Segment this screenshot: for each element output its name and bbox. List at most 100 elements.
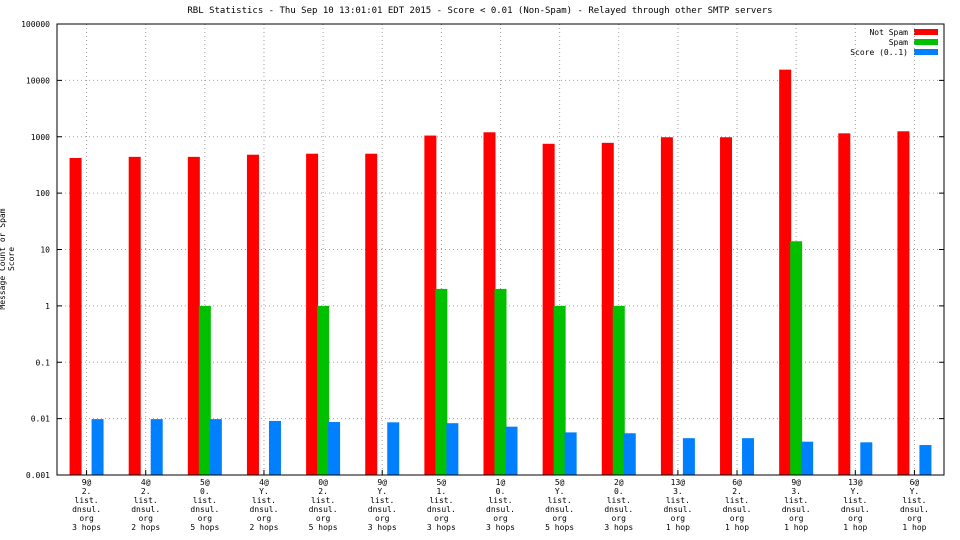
x-tick-label: 2. bbox=[141, 487, 151, 496]
x-tick-label: 5@ bbox=[555, 478, 565, 487]
bar-score-0-1 bbox=[505, 426, 518, 475]
bar-not-spam bbox=[483, 132, 496, 475]
x-tick-label: 1 hop bbox=[843, 523, 867, 532]
bar-score-0-1 bbox=[446, 423, 459, 475]
x-tick-label: list. bbox=[607, 496, 631, 505]
x-tick-label: dnsul. bbox=[250, 505, 279, 514]
bar-spam bbox=[317, 305, 330, 475]
legend-label-score: Score (0..1) bbox=[850, 47, 908, 57]
bar-not-spam bbox=[897, 131, 910, 476]
x-tick-label: org bbox=[907, 514, 922, 523]
bar-spam bbox=[790, 241, 803, 475]
x-tick-label: 0. bbox=[496, 487, 506, 496]
x-tick-label: Y. bbox=[910, 487, 920, 496]
x-tick-label: dnsul. bbox=[604, 505, 633, 514]
y-tick-label: 10 bbox=[40, 246, 50, 255]
bar-score-0-1 bbox=[682, 438, 695, 475]
x-tick-label: dnsul. bbox=[900, 505, 929, 514]
x-tick-label: 2. bbox=[82, 487, 92, 496]
bar-not-spam bbox=[306, 153, 319, 475]
x-tick-label: 2 hops bbox=[250, 523, 279, 532]
x-tick-label: dnsul. bbox=[486, 505, 515, 514]
x-tick-label: 5 hops bbox=[190, 523, 219, 532]
x-tick-label: 0. bbox=[200, 487, 210, 496]
bar-not-spam bbox=[779, 69, 792, 475]
bar-spam bbox=[198, 305, 211, 475]
x-tick-label: 6@ bbox=[732, 478, 742, 487]
x-tick-label: dnsul. bbox=[309, 505, 338, 514]
x-tick-label: 3 hops bbox=[72, 523, 101, 532]
x-tick-label: org bbox=[79, 514, 94, 523]
bar-not-spam bbox=[187, 156, 200, 476]
bar-score-0-1 bbox=[801, 441, 814, 475]
x-tick-label: 2 hops bbox=[131, 523, 160, 532]
x-tick-label: list. bbox=[311, 496, 335, 505]
x-tick-label: 3 hops bbox=[604, 523, 633, 532]
x-tick-label: org bbox=[375, 514, 390, 523]
bar-spam bbox=[494, 288, 507, 475]
bar-not-spam bbox=[542, 143, 555, 475]
x-tick-label: list. bbox=[725, 496, 749, 505]
y-tick-label: 10000 bbox=[26, 76, 50, 85]
legend: Not Spam Spam Score (0..1) bbox=[850, 27, 938, 57]
y-tick-label: 0.001 bbox=[26, 471, 50, 480]
x-tick-label: 4@ bbox=[259, 478, 269, 487]
x-tick-label: list. bbox=[75, 496, 99, 505]
x-tick-label: 1 hop bbox=[902, 523, 926, 532]
x-tick-label: list. bbox=[193, 496, 217, 505]
x-tick-label: list. bbox=[843, 496, 867, 505]
plot-frame bbox=[56, 23, 945, 476]
bar-spam bbox=[435, 288, 448, 475]
x-tick-label: org bbox=[316, 514, 331, 523]
x-tick-label: org bbox=[848, 514, 863, 523]
bar-spam bbox=[612, 305, 625, 475]
x-tick-label: 4@ bbox=[141, 478, 151, 487]
x-tick-label: org bbox=[789, 514, 804, 523]
x-tick-label: dnsul. bbox=[663, 505, 692, 514]
bar-score-0-1 bbox=[268, 420, 281, 475]
x-tick-label: 1 hop bbox=[725, 523, 749, 532]
x-tick-label: 3 hops bbox=[486, 523, 515, 532]
x-tick-label: 5 hops bbox=[545, 523, 574, 532]
bar-score-0-1 bbox=[623, 433, 636, 475]
legend-label-not-spam: Not Spam bbox=[869, 27, 908, 37]
x-tick-label: 5@ bbox=[437, 478, 447, 487]
x-tick-label: list. bbox=[784, 496, 808, 505]
bar-score-0-1 bbox=[91, 419, 104, 475]
bar-not-spam bbox=[69, 157, 82, 475]
legend-label-spam: Spam bbox=[888, 37, 908, 47]
bar-score-0-1 bbox=[387, 422, 400, 475]
x-tick-label: 13@ bbox=[671, 478, 686, 487]
x-tick-label: 3 hops bbox=[368, 523, 397, 532]
y-tick-label: 100 bbox=[36, 189, 51, 198]
x-tick-label: org bbox=[730, 514, 745, 523]
bar-score-0-1 bbox=[328, 422, 341, 475]
x-tick-label: dnsul. bbox=[368, 505, 397, 514]
x-tick-label: Y. bbox=[377, 487, 387, 496]
chart-title: RBL Statistics - Thu Sep 10 13:01:01 EDT… bbox=[187, 6, 773, 16]
y-tick-label: 100000 bbox=[21, 20, 50, 29]
x-tick-label: org bbox=[552, 514, 567, 523]
legend-swatch-score bbox=[914, 49, 938, 55]
x-tick-label: list. bbox=[548, 496, 572, 505]
bar-not-spam bbox=[838, 133, 851, 475]
x-tick-label: list. bbox=[902, 496, 926, 505]
x-tick-label: org bbox=[671, 514, 686, 523]
x-tick-label: org bbox=[434, 514, 449, 523]
bar-not-spam bbox=[601, 142, 614, 475]
x-tick-label: org bbox=[257, 514, 272, 523]
x-tick-label: dnsul. bbox=[131, 505, 160, 514]
x-tick-label: 9@ bbox=[377, 478, 387, 487]
x-tick-label: dnsul. bbox=[723, 505, 752, 514]
y-tick-label: 0.1 bbox=[36, 358, 51, 367]
x-tick-label: 3. bbox=[791, 487, 801, 496]
x-tick-label: 5 hops bbox=[309, 523, 338, 532]
bar-score-0-1 bbox=[209, 419, 222, 475]
x-tick-label: 1 hop bbox=[784, 523, 808, 532]
x-tick-label: dnsul. bbox=[72, 505, 101, 514]
x-tick-label: 0. bbox=[614, 487, 624, 496]
x-tick-label: org bbox=[198, 514, 213, 523]
x-tick-label: list. bbox=[666, 496, 690, 505]
x-tick-label: 1@ bbox=[496, 478, 506, 487]
